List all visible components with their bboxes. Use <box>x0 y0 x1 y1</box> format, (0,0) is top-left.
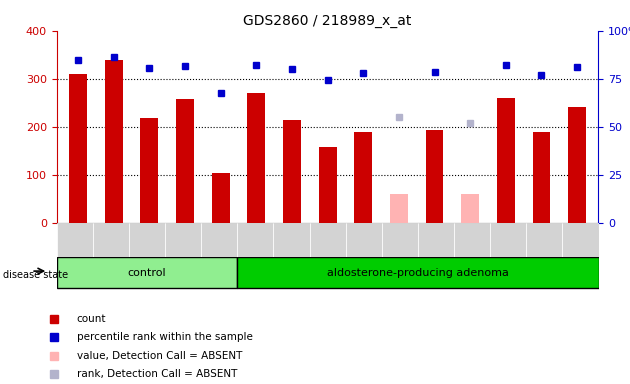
FancyBboxPatch shape <box>238 257 598 288</box>
FancyBboxPatch shape <box>273 223 309 257</box>
Bar <box>354 131 372 223</box>
Bar <box>461 194 479 223</box>
FancyBboxPatch shape <box>309 223 346 257</box>
Bar <box>426 130 444 223</box>
FancyBboxPatch shape <box>490 223 526 257</box>
FancyBboxPatch shape <box>57 223 93 257</box>
Bar <box>568 107 586 223</box>
Text: rank, Detection Call = ABSENT: rank, Detection Call = ABSENT <box>77 369 238 379</box>
Bar <box>319 147 336 223</box>
Bar <box>105 60 123 223</box>
Bar <box>283 119 301 223</box>
FancyBboxPatch shape <box>57 257 238 288</box>
Bar <box>176 99 194 223</box>
Text: disease state: disease state <box>3 270 68 280</box>
Bar <box>248 93 265 223</box>
Text: count: count <box>77 314 106 324</box>
FancyBboxPatch shape <box>129 223 165 257</box>
FancyBboxPatch shape <box>418 223 454 257</box>
FancyBboxPatch shape <box>526 223 563 257</box>
Text: value, Detection Call = ABSENT: value, Detection Call = ABSENT <box>77 351 242 361</box>
FancyBboxPatch shape <box>382 223 418 257</box>
Bar <box>497 98 515 223</box>
FancyBboxPatch shape <box>201 223 238 257</box>
Bar <box>69 74 87 223</box>
FancyBboxPatch shape <box>563 223 598 257</box>
Bar <box>212 173 229 223</box>
FancyBboxPatch shape <box>165 223 201 257</box>
FancyBboxPatch shape <box>346 223 382 257</box>
Text: percentile rank within the sample: percentile rank within the sample <box>77 332 253 342</box>
FancyBboxPatch shape <box>93 223 129 257</box>
FancyBboxPatch shape <box>238 223 273 257</box>
Bar <box>390 194 408 223</box>
FancyBboxPatch shape <box>454 223 490 257</box>
Title: GDS2860 / 218989_x_at: GDS2860 / 218989_x_at <box>243 14 412 28</box>
Text: control: control <box>128 268 166 278</box>
Bar <box>140 118 158 223</box>
Text: aldosterone-producing adenoma: aldosterone-producing adenoma <box>327 268 509 278</box>
Bar <box>532 131 551 223</box>
